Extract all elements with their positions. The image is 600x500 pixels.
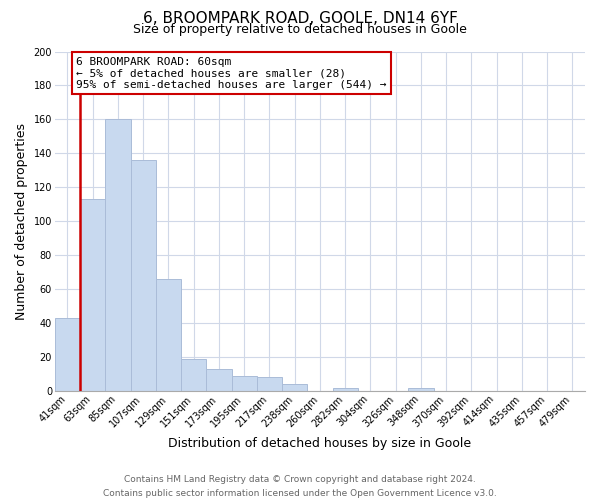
Bar [106,120,131,391]
Bar [156,279,181,391]
Bar [131,160,156,391]
Bar [408,388,434,391]
Bar [181,358,206,391]
Bar [257,378,282,391]
X-axis label: Distribution of detached houses by size in Goole: Distribution of detached houses by size … [169,437,472,450]
Text: Contains HM Land Registry data © Crown copyright and database right 2024.
Contai: Contains HM Land Registry data © Crown c… [103,476,497,498]
Bar [232,376,257,391]
Y-axis label: Number of detached properties: Number of detached properties [15,122,28,320]
Text: 6, BROOMPARK ROAD, GOOLE, DN14 6YF: 6, BROOMPARK ROAD, GOOLE, DN14 6YF [143,11,457,26]
Text: 6 BROOMPARK ROAD: 60sqm
← 5% of detached houses are smaller (28)
95% of semi-det: 6 BROOMPARK ROAD: 60sqm ← 5% of detached… [76,56,386,90]
Bar [282,384,307,391]
Text: Size of property relative to detached houses in Goole: Size of property relative to detached ho… [133,22,467,36]
Bar [206,369,232,391]
Bar [332,388,358,391]
Bar [80,199,106,391]
Bar [55,318,80,391]
